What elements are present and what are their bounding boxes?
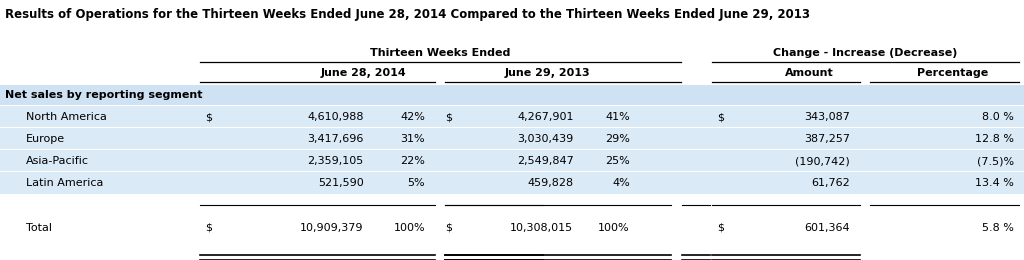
Text: Asia-Pacific: Asia-Pacific bbox=[26, 156, 89, 166]
Text: 12.8 %: 12.8 % bbox=[975, 134, 1014, 144]
Text: 100%: 100% bbox=[393, 223, 425, 233]
Text: Thirteen Weeks Ended: Thirteen Weeks Ended bbox=[370, 48, 511, 58]
Text: 4,267,901: 4,267,901 bbox=[517, 112, 573, 122]
Text: 25%: 25% bbox=[605, 156, 630, 166]
Bar bbox=[0, 106, 1024, 127]
Bar bbox=[0, 85, 1024, 105]
Text: 459,828: 459,828 bbox=[527, 178, 573, 188]
Text: 61,762: 61,762 bbox=[811, 178, 850, 188]
Text: 3,417,696: 3,417,696 bbox=[307, 134, 364, 144]
Text: 13.4 %: 13.4 % bbox=[975, 178, 1014, 188]
Bar bbox=[0, 128, 1024, 149]
Text: Results of Operations for the Thirteen Weeks Ended June 28, 2014 Compared to the: Results of Operations for the Thirteen W… bbox=[5, 8, 810, 21]
Text: 100%: 100% bbox=[598, 223, 630, 233]
Text: 5.8 %: 5.8 % bbox=[982, 223, 1014, 233]
Text: 22%: 22% bbox=[400, 156, 425, 166]
Text: $: $ bbox=[205, 112, 212, 122]
Text: 2,359,105: 2,359,105 bbox=[307, 156, 364, 166]
Text: Europe: Europe bbox=[26, 134, 65, 144]
Text: Total: Total bbox=[26, 223, 51, 233]
Text: Change - Increase (Decrease): Change - Increase (Decrease) bbox=[773, 48, 957, 58]
Text: $: $ bbox=[445, 112, 453, 122]
Text: $: $ bbox=[445, 223, 453, 233]
Text: North America: North America bbox=[26, 112, 106, 122]
Text: 42%: 42% bbox=[400, 112, 425, 122]
Text: June 29, 2013: June 29, 2013 bbox=[505, 68, 591, 78]
Text: 387,257: 387,257 bbox=[804, 134, 850, 144]
Text: 8.0 %: 8.0 % bbox=[982, 112, 1014, 122]
Text: Amount: Amount bbox=[784, 68, 834, 78]
Text: 521,590: 521,590 bbox=[317, 178, 364, 188]
Text: 4,610,988: 4,610,988 bbox=[307, 112, 364, 122]
Text: 41%: 41% bbox=[605, 112, 630, 122]
Text: Latin America: Latin America bbox=[26, 178, 103, 188]
Text: 10,308,015: 10,308,015 bbox=[510, 223, 573, 233]
Text: 3,030,439: 3,030,439 bbox=[517, 134, 573, 144]
Text: 29%: 29% bbox=[605, 134, 630, 144]
Text: June 28, 2014: June 28, 2014 bbox=[321, 68, 407, 78]
Bar bbox=[0, 172, 1024, 194]
Text: 31%: 31% bbox=[400, 134, 425, 144]
Text: $: $ bbox=[717, 112, 724, 122]
Text: $: $ bbox=[717, 223, 724, 233]
Text: (7.5)%: (7.5)% bbox=[977, 156, 1014, 166]
Bar bbox=[0, 150, 1024, 171]
Text: Percentage: Percentage bbox=[916, 68, 988, 78]
Text: $: $ bbox=[205, 223, 212, 233]
Text: 5%: 5% bbox=[408, 178, 425, 188]
Text: 10,909,379: 10,909,379 bbox=[300, 223, 364, 233]
Text: (190,742): (190,742) bbox=[796, 156, 850, 166]
Text: 343,087: 343,087 bbox=[804, 112, 850, 122]
Text: 2,549,847: 2,549,847 bbox=[517, 156, 573, 166]
Text: Net sales by reporting segment: Net sales by reporting segment bbox=[5, 90, 203, 100]
Text: 4%: 4% bbox=[612, 178, 630, 188]
Text: 601,364: 601,364 bbox=[804, 223, 850, 233]
